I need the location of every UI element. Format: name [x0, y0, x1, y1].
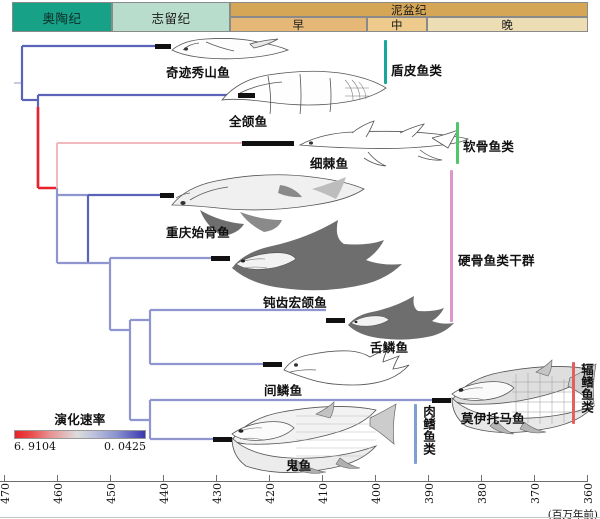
tip-bar — [155, 44, 171, 49]
axis-tick-label: 450 — [105, 483, 118, 504]
axis-unit-label: (百万年前) — [547, 509, 598, 519]
period-ordovician: 奥陶纪 — [12, 2, 112, 32]
legend-title: 演化速率 — [54, 412, 106, 427]
axis-tick-label: 410 — [317, 483, 330, 504]
bracket-osteichthyes-stem — [450, 170, 453, 322]
bracket-label-sarcopterygii: 肉鳍鱼类 — [421, 405, 436, 455]
period-devonian-label: 泥盆纪 — [391, 2, 427, 17]
bracket-label-chondrichthyes: 软骨鱼类 — [463, 139, 515, 154]
epoch-late-label: 晚 — [501, 17, 514, 32]
bracket-label-actinopterygii: 辐鳍鱼类 — [579, 363, 594, 413]
axis-tick-label: 380 — [476, 483, 489, 504]
epoch-late: 晚 — [427, 17, 588, 32]
tip-bar — [238, 93, 255, 98]
axis-tick — [375, 475, 376, 482]
bracket-chondrichthyes — [456, 122, 459, 164]
taxon-label-xiushanosteus: 奇迹秀山鱼 — [166, 65, 231, 80]
fish-hongjiaoyu — [232, 220, 402, 291]
legend-gradient-bar — [14, 430, 146, 439]
epoch-middle-label: 中 — [391, 17, 403, 32]
axis-tick — [322, 475, 323, 482]
axis-tick-label: 470 — [0, 483, 12, 504]
axis-tick-label: 370 — [529, 483, 542, 504]
axis-tick — [269, 475, 270, 482]
period-silurian-label: 志留纪 — [151, 10, 191, 26]
epoch-middle: 中 — [367, 17, 427, 32]
bracket-placodermi — [384, 40, 387, 84]
axis-tick-label: 390 — [423, 483, 436, 504]
axis-tick — [57, 475, 58, 482]
bracket-label-placodermi: 盾皮鱼类 — [391, 63, 443, 78]
bracket-sarcopterygii — [414, 404, 417, 464]
axis-tick-label: 360 — [582, 483, 595, 504]
bracket-actinopterygii — [572, 362, 575, 424]
axis-line — [0, 481, 588, 482]
evolution-rate-legend: 演化速率 6. 9104 0. 0425 — [14, 409, 146, 453]
legend-tick-row: 6. 9104 0. 0425 — [14, 440, 146, 453]
axis-tick — [481, 475, 482, 482]
taxon-label-hongjiaoyu: 钝齿宏颌鱼 — [263, 295, 328, 310]
fish-xiushanosteus — [171, 38, 290, 60]
period-ordovician-label: 奥陶纪 — [42, 10, 82, 26]
axis-tick — [428, 475, 429, 482]
taxon-label-guiyu: 鬼鱼 — [286, 458, 312, 473]
tip-bar — [211, 256, 230, 261]
axis-tick — [110, 475, 111, 482]
axis-tick-label: 460 — [52, 483, 65, 504]
time-axis: 470 460 450 440 430 420 410 400 390 380 … — [0, 475, 600, 519]
legend-min-value: 6. 9104 — [14, 440, 56, 453]
figure-bottom-rule — [0, 517, 600, 518]
taxon-label-shelinyu: 舌鳞鱼 — [370, 340, 409, 355]
tip-bar — [432, 398, 451, 403]
tip-bar — [263, 362, 282, 367]
tip-bar — [160, 193, 174, 198]
taxon-label-xijunqi: 细棘鱼 — [310, 156, 349, 171]
taxon-label-qianodus: 全颌鱼 — [229, 114, 268, 129]
taxon-label-jianlinyu: 间鳞鱼 — [264, 383, 303, 398]
epoch-early: 早 — [230, 17, 367, 32]
taxon-label-chongqing: 重庆始骨鱼 — [166, 225, 231, 240]
axis-tick — [216, 475, 217, 482]
period-silurian: 志留纪 — [112, 2, 230, 32]
axis-tick-label: 430 — [211, 483, 224, 504]
fish-shelinyu — [348, 296, 454, 340]
period-devonian: 泥盆纪 — [230, 2, 588, 17]
geologic-time-header: 奥陶纪 志留纪 泥盆纪 早 中 晚 — [12, 2, 588, 34]
axis-tick — [163, 475, 164, 482]
axis-tick — [534, 475, 535, 482]
legend-max-value: 0. 0425 — [104, 440, 146, 453]
epoch-early-label: 早 — [292, 17, 305, 32]
axis-tick — [587, 475, 588, 482]
fish-guiyu — [231, 401, 397, 474]
taxon-label-moythomasia: 莫伊托马鱼 — [461, 411, 526, 426]
axis-tick — [4, 475, 5, 482]
axis-tick-label: 400 — [370, 483, 383, 504]
axis-tick-label: 440 — [158, 483, 171, 504]
tip-bar — [326, 318, 345, 323]
axis-tick-label: 420 — [264, 483, 277, 504]
tip-bar — [242, 141, 294, 146]
tip-bar — [213, 437, 232, 442]
bracket-label-osteichthyes-stem: 硬骨鱼类干群 — [458, 253, 535, 268]
